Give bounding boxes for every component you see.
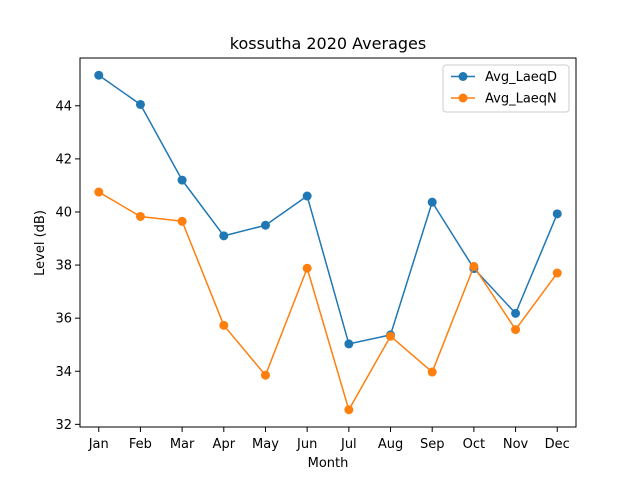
data-point bbox=[302, 191, 312, 201]
x-tick-label: Jan bbox=[88, 437, 109, 452]
data-point bbox=[135, 99, 145, 109]
data-point bbox=[177, 216, 187, 226]
data-point bbox=[260, 370, 270, 380]
x-tick-label: Jul bbox=[340, 437, 357, 452]
y-tick-label: 32 bbox=[55, 418, 72, 433]
series-Avg_LaeqN bbox=[94, 187, 562, 415]
plot-area bbox=[79, 57, 577, 428]
x-tick-label: Jun bbox=[296, 437, 317, 452]
legend-marker bbox=[458, 93, 468, 103]
x-tick-label: Feb bbox=[129, 437, 152, 452]
data-point bbox=[552, 268, 562, 278]
data-point bbox=[552, 209, 562, 219]
data-point bbox=[344, 339, 354, 349]
data-point bbox=[94, 187, 104, 197]
data-point bbox=[302, 263, 312, 273]
legend-label: Avg_LaeqN bbox=[485, 92, 557, 107]
legend-label: Avg_LaeqD bbox=[485, 70, 557, 85]
x-tick-label: Apr bbox=[213, 437, 236, 452]
x-tick-label: Sep bbox=[420, 437, 445, 452]
x-tick-label: May bbox=[252, 437, 279, 452]
data-point bbox=[511, 325, 521, 335]
chart-title: kossutha 2020 Averages bbox=[230, 34, 426, 53]
data-point bbox=[177, 175, 187, 185]
data-point bbox=[427, 197, 437, 207]
plot-frame bbox=[79, 57, 577, 428]
series-line bbox=[98, 74, 558, 345]
data-point bbox=[219, 231, 229, 241]
data-point bbox=[260, 220, 270, 230]
y-axis-title: Level (dB) bbox=[33, 210, 48, 276]
data-point bbox=[511, 308, 521, 318]
y-axis: 32 34 36 38 40 42 44 bbox=[55, 99, 80, 433]
x-axis: Jan Feb Mar Apr May Jun Jul Aug Sep Oct Nov Dec bbox=[88, 427, 570, 452]
x-tick-label: Mar bbox=[170, 437, 195, 452]
x-tick-label: Dec bbox=[545, 437, 570, 452]
data-point bbox=[94, 70, 104, 80]
data-point bbox=[427, 367, 437, 377]
y-tick-label: 40 bbox=[55, 205, 72, 220]
x-tick-label: Nov bbox=[503, 437, 529, 452]
legend-marker bbox=[458, 72, 468, 81]
y-tick-label: 36 bbox=[55, 312, 72, 327]
data-point bbox=[469, 261, 479, 271]
y-tick-label: 38 bbox=[55, 259, 72, 274]
data-point bbox=[219, 320, 229, 330]
data-point bbox=[344, 405, 354, 415]
y-tick-label: 44 bbox=[55, 99, 72, 114]
y-tick-label: 42 bbox=[55, 152, 72, 167]
x-tick-label: Aug bbox=[378, 437, 403, 452]
x-axis-title: Month bbox=[308, 456, 349, 471]
data-point bbox=[386, 331, 396, 341]
y-tick-label: 34 bbox=[55, 365, 72, 380]
legend: Avg_LaeqD Avg_LaeqN bbox=[442, 64, 570, 113]
series-line bbox=[98, 191, 558, 411]
x-tick-label: Oct bbox=[463, 437, 485, 452]
data-point bbox=[135, 211, 145, 221]
